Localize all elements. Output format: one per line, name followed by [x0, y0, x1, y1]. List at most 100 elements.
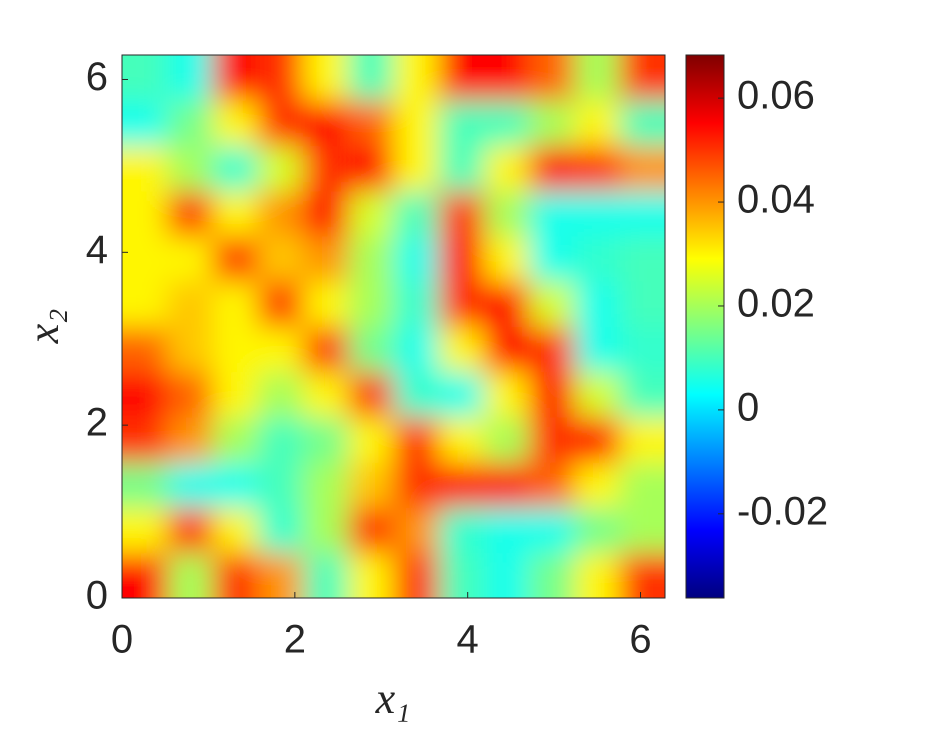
heatmap-cell [438, 55, 485, 101]
x-tick-label: 0 [111, 618, 133, 662]
colorbar [685, 54, 725, 599]
heatmap-cell [619, 235, 665, 282]
heatmap-cell [529, 416, 575, 463]
heatmap-cell [212, 100, 259, 147]
heatmap-cell [484, 552, 530, 598]
heatmap-cell [257, 416, 304, 463]
heatmap-cell [574, 235, 621, 282]
heatmap-cell [257, 55, 304, 101]
heatmap-cell [122, 55, 168, 101]
heatmap-cell [393, 235, 440, 282]
colorbar-tick-label: 0.04 [737, 178, 815, 222]
heatmap-cell [529, 462, 575, 508]
heatmap-cell [529, 281, 575, 328]
heatmap-cell [303, 326, 349, 373]
colorbar-tick-label: 0.06 [737, 74, 815, 118]
heatmap-cell [529, 371, 575, 418]
heatmap-cell [122, 190, 168, 237]
heatmap-cell [348, 235, 394, 282]
heatmap-cell [438, 145, 485, 192]
heatmap-cell [393, 507, 440, 554]
heatmap-cell [438, 100, 485, 147]
heatmap-cell [212, 55, 259, 101]
heatmap-cell [122, 371, 168, 418]
heatmap-cell [393, 371, 440, 418]
heatmap-cell [257, 281, 304, 328]
heatmap-cell [348, 371, 394, 418]
heatmap-cell [574, 100, 621, 147]
heatmap-cell [303, 190, 349, 237]
heatmap-cell [212, 281, 259, 328]
heatmap-cell [348, 507, 394, 554]
heatmap-cell [348, 552, 394, 598]
heatmap-cell [348, 281, 394, 328]
y-axis-label: x₂ [19, 309, 68, 345]
heatmap-cell [438, 235, 485, 282]
heatmap-cell [303, 462, 349, 508]
heatmap-cell [393, 281, 440, 328]
colorbar-tick-label: 0 [737, 385, 759, 429]
heatmap-cell [167, 190, 214, 237]
x-tick-label: 6 [629, 618, 651, 662]
heatmap-cell [393, 416, 440, 463]
heatmap-cell [619, 371, 665, 418]
heatmap-cell [393, 326, 440, 373]
heatmap-cell [122, 552, 168, 598]
heatmap-cell [393, 552, 440, 598]
heatmap-cell [619, 190, 665, 237]
heatmap-cell [574, 416, 621, 463]
y-tick-label: 0 [86, 574, 108, 618]
heatmap-cell [212, 507, 259, 554]
heatmap-cell [484, 190, 530, 237]
heatmap-cell [574, 55, 621, 101]
heatmap-cell [167, 100, 214, 147]
x-tick-label: 4 [457, 618, 479, 662]
heatmap-cell [122, 462, 168, 508]
heatmap-cell [438, 552, 485, 598]
heatmap-cell [619, 145, 665, 192]
heatmap-cell [619, 462, 665, 508]
x-axis-label: x₁ [375, 674, 411, 723]
heatmap-cell [257, 371, 304, 418]
heatmap-cell [257, 190, 304, 237]
colorbar-tick-label: 0.02 [737, 282, 815, 326]
heatmap-cell [393, 190, 440, 237]
plot-area [122, 55, 665, 598]
heatmap-cell [212, 190, 259, 237]
heatmap-cell [484, 326, 530, 373]
heatmap-cell [348, 190, 394, 237]
heatmap-cell [167, 326, 214, 373]
heatmap-cell [122, 145, 168, 192]
heatmap-cell [122, 507, 168, 554]
heatmap-cell [257, 145, 304, 192]
heatmap-cell [348, 55, 394, 101]
heatmap-cell [167, 281, 214, 328]
heatmap-cell [303, 55, 349, 101]
heatmap-cell [438, 371, 485, 418]
heatmap-cell [212, 552, 259, 598]
x-tick-label: 2 [284, 618, 306, 662]
plot-frame [121, 54, 666, 599]
heatmap-cell [348, 326, 394, 373]
heatmap-cell [574, 552, 621, 598]
heatmap-cell [484, 371, 530, 418]
heatmap-cell [257, 326, 304, 373]
heatmap-cell [303, 100, 349, 147]
heatmap-cell [167, 416, 214, 463]
heatmap-cell [438, 281, 485, 328]
heatmap-cell [529, 145, 575, 192]
heatmap-cell [212, 416, 259, 463]
heatmap-cell [303, 552, 349, 598]
heatmap-cell [574, 190, 621, 237]
heatmap-cell [348, 100, 394, 147]
heatmap-cell [619, 281, 665, 328]
heatmap-cell [438, 416, 485, 463]
heatmap-cell [257, 507, 304, 554]
heatmap-cell [619, 326, 665, 373]
heatmap-cell [484, 281, 530, 328]
y-tick-label: 4 [86, 228, 108, 272]
heatmap-cell [619, 507, 665, 554]
heatmap-cell [257, 235, 304, 282]
heatmap-cell [529, 552, 575, 598]
heatmap-cell [122, 416, 168, 463]
